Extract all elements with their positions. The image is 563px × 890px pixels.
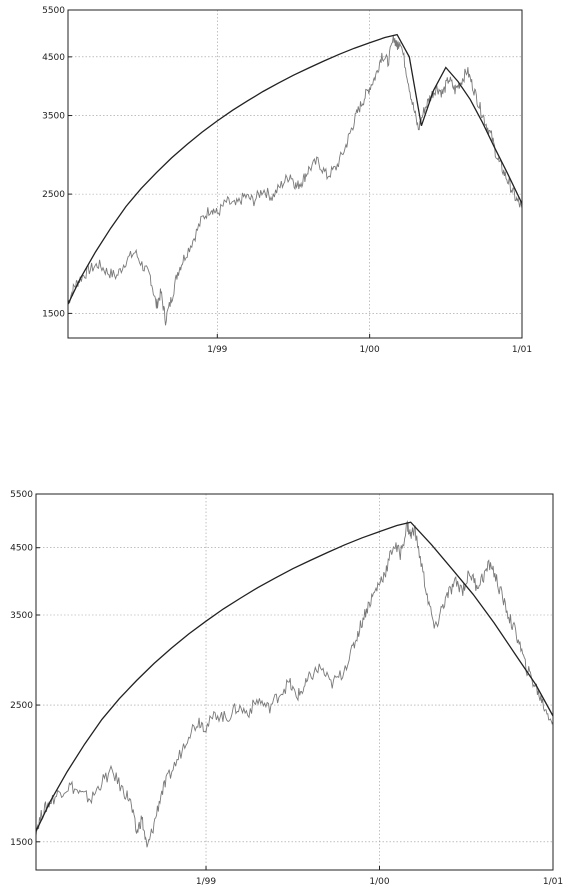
series-price-line [35, 520, 554, 848]
y-tick-label-2: 3500 [42, 112, 65, 122]
x-tick-label-2: 1/01 [512, 345, 532, 355]
y-tick-label-4: 5500 [10, 490, 33, 500]
chart-bottom: 1500 2500 3500 4500 5500 1/99 1/00 1/01 [10, 490, 563, 887]
y-tick-label-3: 4500 [10, 544, 33, 554]
series-fit-line [35, 521, 554, 832]
y-tick-label-1: 2500 [42, 190, 65, 200]
x-tick-label-1: 1/00 [369, 877, 389, 887]
y-tick-label-0: 1500 [42, 309, 65, 319]
y-tick-label-4: 5500 [42, 6, 65, 16]
y-tick-label-0: 1500 [10, 838, 33, 848]
series-fit-line [67, 33, 523, 305]
plot-frame [67, 9, 523, 339]
chart-top: 1500 2500 3500 4500 5500 1/99 1/00 1/01 [42, 6, 532, 355]
y-tick-label-3: 4500 [42, 53, 65, 63]
x-tick-label-0: 1/99 [196, 877, 216, 887]
x-tick-label-0: 1/99 [207, 345, 227, 355]
x-tick-label-1: 1/00 [360, 345, 380, 355]
plot-frame [35, 493, 554, 871]
series-price-line [67, 35, 523, 326]
y-tick-label-1: 2500 [10, 701, 33, 711]
y-tick-label-2: 3500 [10, 611, 33, 621]
x-tick-label-2: 1/01 [543, 877, 563, 887]
